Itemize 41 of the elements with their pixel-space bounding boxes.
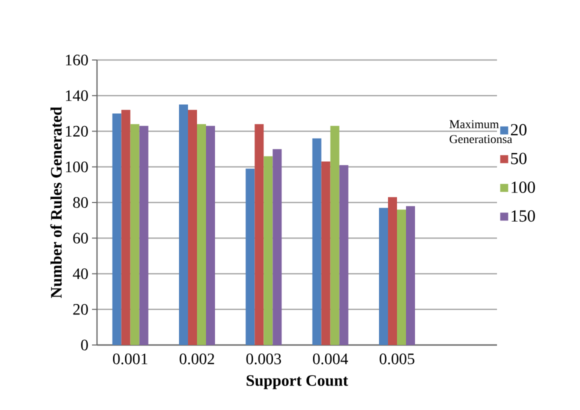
bar xyxy=(121,110,130,345)
bar xyxy=(397,210,406,345)
y-tick-label: 20 xyxy=(73,304,88,315)
legend-label: 150 xyxy=(512,210,535,222)
y-tick-label: 40 xyxy=(72,268,88,280)
bar xyxy=(130,124,140,345)
bar xyxy=(246,168,255,345)
y-tick-label: 80 xyxy=(73,197,88,208)
legend-label: 100 xyxy=(512,182,535,193)
x-tick-label: 0.001 xyxy=(113,354,148,364)
y-tick-label: 60 xyxy=(73,232,88,244)
bar xyxy=(179,104,188,345)
y-tick-label: 140 xyxy=(66,90,88,101)
x-tick-label: 0.005 xyxy=(380,354,414,364)
y-tick-label: 100 xyxy=(66,162,88,172)
legend-label: 50 xyxy=(511,152,526,164)
bar xyxy=(112,113,122,345)
y-axis-title: Number of Rules Generated xyxy=(50,106,62,298)
bar xyxy=(379,208,388,345)
bar xyxy=(272,149,282,345)
bar xyxy=(188,110,198,345)
bar xyxy=(254,124,264,345)
legend-title: Maximum Generationsa xyxy=(450,120,512,144)
bar xyxy=(388,197,398,345)
x-axis-title: Support Count xyxy=(246,375,348,390)
x-tick-label: 0.003 xyxy=(246,354,281,364)
x-tick-label: 0.004 xyxy=(313,354,348,364)
y-tick-label: 0 xyxy=(81,340,88,350)
bar xyxy=(139,126,148,345)
bar xyxy=(264,156,273,345)
bar xyxy=(312,138,322,345)
bar xyxy=(339,165,348,345)
y-tick-label: 120 xyxy=(66,126,88,137)
bar xyxy=(330,126,340,345)
bar xyxy=(197,124,206,345)
bar xyxy=(206,126,216,345)
bar xyxy=(321,162,330,345)
y-tick-label: 160 xyxy=(66,54,88,66)
legend-label: 20 xyxy=(510,124,526,136)
x-tick-label: 0.002 xyxy=(180,354,214,364)
bar xyxy=(406,206,416,345)
